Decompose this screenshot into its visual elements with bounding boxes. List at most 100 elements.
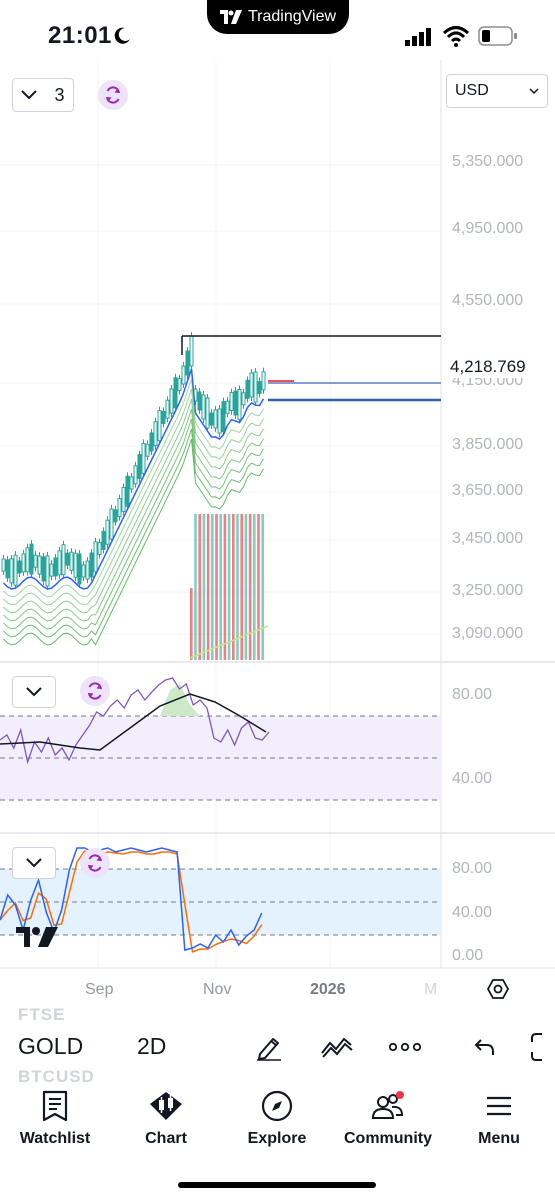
candle-body <box>33 554 38 568</box>
indicator-count-toggle[interactable]: 3 <box>12 78 74 112</box>
candle-body <box>17 560 22 574</box>
rsi-line <box>0 677 270 765</box>
candle-body <box>73 552 78 578</box>
status-time: 21:01 <box>48 22 112 49</box>
drawing-tool-button[interactable] <box>252 1030 286 1064</box>
more-dots-icon <box>388 1042 422 1052</box>
nav-label: Explore <box>247 1130 307 1147</box>
candle-body <box>225 400 230 414</box>
volume-profile-bar <box>257 514 260 660</box>
chevron-down-icon <box>21 90 38 100</box>
nav-menu[interactable]: Menu <box>449 1090 549 1148</box>
wifi-icon <box>443 26 469 47</box>
ma-ribbon-line <box>3 428 264 638</box>
candle-body <box>97 542 102 556</box>
indicators-button[interactable] <box>320 1030 354 1064</box>
candle-body <box>237 388 242 420</box>
volume-profile-bar <box>194 514 197 660</box>
menu-icon <box>487 1096 511 1116</box>
candle-body <box>129 476 134 490</box>
price-axis-label: 3,090.000 <box>452 625 524 642</box>
price-axis-label: 3,250.000 <box>452 582 524 599</box>
candle-body <box>29 543 34 575</box>
volume-profile-bar <box>219 514 222 660</box>
volume-profile-bar <box>244 514 248 660</box>
candle-body <box>245 379 250 399</box>
nav-explore[interactable]: Explore <box>227 1090 327 1148</box>
candle-body <box>201 394 206 420</box>
nav-label: Watchlist <box>19 1130 91 1147</box>
chevron-down-icon <box>26 858 42 868</box>
volume-profile-bar <box>211 514 214 660</box>
time-axis-label: Sep <box>85 981 114 998</box>
undo-icon <box>474 1039 494 1055</box>
sync-icon[interactable] <box>80 848 110 878</box>
battery-icon <box>478 26 517 46</box>
candle-body <box>261 371 266 391</box>
more-button[interactable] <box>388 1030 422 1064</box>
volume-profile-bar <box>232 514 235 660</box>
time-axis-label: Nov <box>203 981 232 998</box>
undo-button[interactable] <box>468 1030 502 1064</box>
price-axis-label: 3,650.000 <box>452 482 524 499</box>
fullscreen-button[interactable] <box>530 1030 555 1064</box>
stoch-d-line <box>0 850 263 954</box>
nav-community[interactable]: Community <box>338 1090 438 1148</box>
candle-body <box>117 498 122 518</box>
indicators-icon <box>321 1037 353 1058</box>
candle-body <box>205 397 210 429</box>
candle-body <box>77 553 82 585</box>
rsi-ma-line <box>0 693 267 751</box>
candle-body <box>121 486 126 512</box>
rsi-level-label: 40.00 <box>452 770 493 787</box>
candle-body <box>209 412 214 426</box>
compass-icon <box>261 1090 293 1122</box>
candle-body <box>257 381 262 395</box>
candle-body <box>109 508 114 540</box>
price-axis-label: 5,350.000 <box>452 153 524 170</box>
pen-icon <box>257 1038 281 1061</box>
price-chart[interactable] <box>0 60 555 1010</box>
nav-chart[interactable]: Chart <box>116 1090 216 1148</box>
nav-label: Community <box>344 1130 432 1147</box>
candle-body <box>5 559 10 579</box>
currency-select[interactable]: USD <box>446 74 548 108</box>
ma-ribbon-line <box>3 418 264 630</box>
candle-body <box>49 563 54 577</box>
candle-body <box>189 335 194 367</box>
candle-body <box>41 556 46 582</box>
candle-body <box>233 390 238 416</box>
sync-icon[interactable] <box>98 80 128 110</box>
chart-settings-icon[interactable] <box>486 977 510 1001</box>
nav-watchlist[interactable]: Watchlist <box>5 1090 105 1148</box>
sync-icon[interactable] <box>80 676 110 706</box>
stoch-level-label: 40.00 <box>452 904 493 921</box>
candle-body <box>65 552 70 566</box>
volume-profile-bar <box>215 514 218 660</box>
ma-ribbon-line <box>3 438 264 646</box>
candle-body <box>185 350 190 376</box>
stoch-collapse-button[interactable] <box>12 847 56 879</box>
ghost-symbol: FTSE <box>18 1005 66 1024</box>
candle-body <box>165 399 170 419</box>
candle-body <box>45 555 50 587</box>
volume-profile-bar <box>198 514 201 660</box>
candle-body <box>153 421 158 447</box>
candle-body <box>241 392 246 406</box>
stoch-k-line <box>0 847 263 951</box>
candle-body <box>137 454 142 480</box>
price-axis-label: 4,550.000 <box>452 292 524 309</box>
moon-icon <box>114 27 130 44</box>
watchlist-icon <box>42 1090 68 1122</box>
tradingview-logo-icon <box>219 10 242 24</box>
tradingview-watermark-icon <box>16 927 58 947</box>
rsi-collapse-button[interactable] <box>12 676 56 708</box>
community-icon <box>371 1091 404 1119</box>
candle-body <box>93 541 98 573</box>
volume-profile-bar <box>223 514 227 660</box>
volume-profile-bar <box>253 514 256 660</box>
rsi-overbought-fill <box>160 684 200 716</box>
symbol-selector[interactable]: GOLD <box>18 1033 84 1059</box>
signal-icon <box>405 28 431 46</box>
timeframe-selector[interactable]: 2D <box>137 1033 167 1059</box>
